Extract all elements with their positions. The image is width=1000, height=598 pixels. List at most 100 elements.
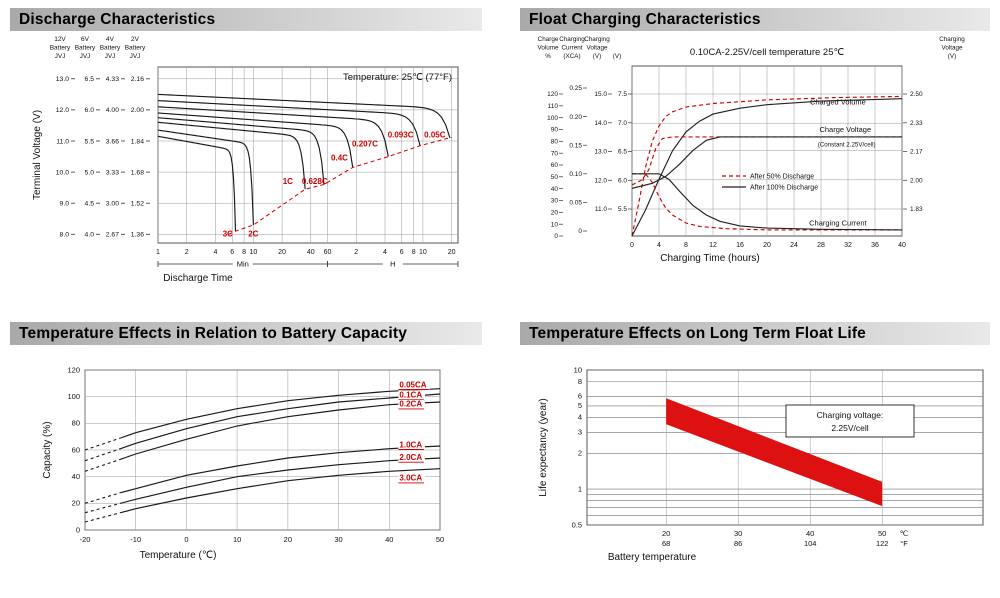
- y-tick-label: 20: [551, 210, 559, 217]
- annotation-line: 2.25V/cell: [831, 423, 868, 433]
- discharge-curve: [157, 129, 254, 226]
- rate-label-bg: [398, 453, 425, 462]
- y-tick-label: 1.36: [131, 232, 144, 239]
- y-tick-label: 0: [76, 525, 80, 534]
- axis-header: Voltage: [586, 45, 608, 52]
- unit-label-bg: [232, 259, 253, 269]
- annotation-line: Charging voltage:: [817, 410, 884, 420]
- charging-current-after-100: [632, 173, 903, 231]
- panel-discharge: Discharge Characteristics 12V Battery JVJ 1…: [10, 8, 492, 297]
- y-tick-label: 6.0: [85, 107, 95, 114]
- y-tick-label: 1: [578, 484, 582, 493]
- axis-header: (V): [593, 53, 601, 60]
- x-tick-label: -20: [80, 535, 91, 544]
- float-charging-chart: 0 4 8 12 16 20 24 28 32 36 40 Charge Volume% 120 110 10…: [537, 36, 965, 264]
- x-tick-label: 16: [736, 242, 744, 249]
- axis-header: Battery: [125, 45, 146, 52]
- panel-float-charging: Float Charging Characteristics 0 4 8 12 16 20…: [520, 8, 998, 297]
- discharge-curve: [157, 112, 354, 168]
- x-tick-label-fahrenheit: 104: [804, 539, 817, 548]
- y-tick-label: 1.84: [131, 138, 144, 145]
- x-unit-label: H: [390, 260, 395, 269]
- y-tick-label: 10.0: [56, 169, 69, 176]
- y-tick-label: 40: [551, 186, 559, 193]
- axis-header: 12V: [54, 36, 66, 43]
- y-tick-label: 3.33: [106, 169, 119, 176]
- y-tick-label: 0: [578, 228, 582, 235]
- y-tick-label: 0.15: [569, 142, 582, 149]
- capacity-curve-lead: [84, 458, 121, 472]
- plot-frame: [157, 66, 459, 244]
- x-tick-label: 40: [898, 242, 906, 249]
- y-tick-label: 120: [547, 91, 558, 98]
- y-tick-label: 12.0: [594, 177, 607, 184]
- rate-label: 1C: [283, 177, 293, 186]
- y-tick-label: 1.68: [131, 169, 144, 176]
- y-tick-label: 100: [67, 392, 80, 401]
- y-tick-label: 0.25: [569, 85, 582, 92]
- y-tick-label: 30: [551, 198, 559, 205]
- x-tick-label-celsius: 30: [734, 529, 742, 538]
- x-tick-label: 4: [383, 249, 387, 256]
- axis-header: Battery: [50, 45, 71, 52]
- series-label: Charge Voltage: [819, 125, 871, 134]
- charged-volume-after-100: [631, 98, 903, 237]
- y-tick-label: 2: [578, 449, 582, 458]
- rate-label: 1.0CA: [399, 440, 422, 449]
- y-tick-label: 4.33: [106, 76, 119, 83]
- capacity-curve: [120, 468, 441, 514]
- x-tick-label: 50: [436, 535, 444, 544]
- x-tick-label: 40: [307, 249, 315, 256]
- y-tick-label: 4.5: [85, 200, 95, 207]
- x-tick-label-fahrenheit: 86: [734, 539, 742, 548]
- x-tick-label: 20: [448, 249, 456, 256]
- x-tick-label: 40: [385, 535, 393, 544]
- x-tick-label: 8: [412, 249, 416, 256]
- capacity-curve-lead: [84, 512, 121, 523]
- rate-label: 3.0CA: [399, 474, 422, 483]
- x-tick-label: 2: [185, 249, 189, 256]
- y-tick-label: 8: [578, 377, 582, 386]
- x-tick-label: 2: [354, 249, 358, 256]
- discharge-curve: [157, 135, 237, 232]
- y-tick-label: 5.5: [85, 138, 95, 145]
- x-tick-label: 12: [709, 242, 717, 249]
- y-tick-label: 5: [578, 401, 582, 410]
- rate-label: 0.4C: [331, 153, 348, 162]
- y-tick-label: 100: [547, 115, 558, 122]
- x-axis-title: Temperature (℃): [140, 550, 217, 561]
- discharge-curve: [157, 93, 451, 139]
- axis-header: JVJ: [130, 53, 141, 60]
- series-label: (Constant 2.25V/cell): [818, 142, 876, 149]
- section-title: Temperature Effects in Relation to Batte…: [19, 324, 408, 342]
- rate-label: 0.1CA: [399, 390, 422, 399]
- section-header: Discharge Characteristics: [10, 8, 482, 31]
- y-tick-label: 2.16: [131, 76, 144, 83]
- axis-header: Battery: [100, 45, 121, 52]
- float-life-chart: 1086543210.5206830864010450122℃°FChargin…: [538, 365, 984, 563]
- charge-voltage-after-100: [631, 136, 902, 189]
- charging-current-after-50: [632, 173, 902, 231]
- y-tick-label: 0.20: [569, 114, 582, 121]
- legend-label: After 100% Discharge: [750, 185, 818, 192]
- y-axis-title: Terminal Voltage (V): [32, 110, 43, 200]
- y-tick-label: 3.66: [106, 138, 119, 145]
- x-tick-label: 28: [817, 242, 825, 249]
- x-tick-label-fahrenheit: 68: [662, 539, 670, 548]
- y-tick-label: 0.10: [569, 171, 582, 178]
- y-tick-label: 80: [72, 419, 80, 428]
- rate-label-bg: [398, 380, 430, 390]
- y-tick-label: 40: [72, 472, 80, 481]
- panel-float-life: Temperature Effects on Long Term Float L…: [520, 322, 998, 575]
- y-tick-label: 0: [554, 233, 558, 240]
- y-tick-label: 2.33: [910, 120, 923, 127]
- rate-label-bg: [398, 390, 425, 400]
- y-tick-label: 60: [72, 445, 80, 454]
- y-tick-label: 10: [551, 221, 559, 228]
- y-tick-label: 80: [551, 139, 559, 146]
- charge-voltage-after-50: [631, 136, 902, 186]
- capacity-curve: [120, 457, 441, 504]
- axis-header: 4V: [106, 36, 115, 43]
- section-title: Discharge Characteristics: [19, 10, 216, 28]
- discharge-characteristics-chart: 12VBatteryJVJ13.012.011.010.09.08.06VBat…: [32, 36, 459, 284]
